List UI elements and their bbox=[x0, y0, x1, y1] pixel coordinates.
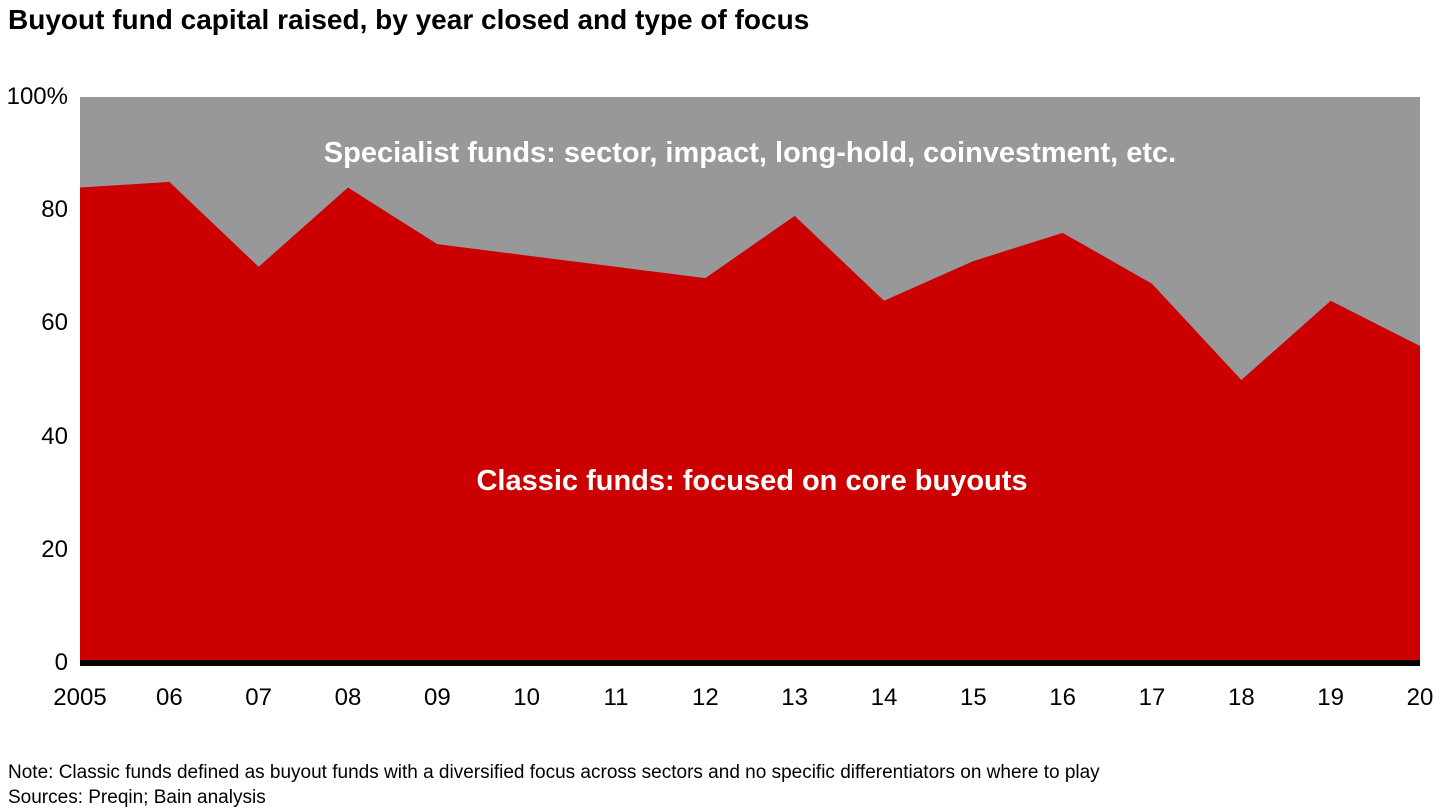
y-tick-label: 20 bbox=[41, 535, 68, 563]
specialist-area-label: Specialist funds: sector, impact, long-h… bbox=[323, 137, 1177, 169]
x-tick-label: 19 bbox=[1317, 684, 1344, 711]
x-tick-label: 15 bbox=[959, 684, 987, 711]
plot-area bbox=[80, 97, 1420, 663]
y-tick-label: 40 bbox=[41, 422, 68, 450]
footnotes: Note: Classic funds defined as buyout fu… bbox=[8, 760, 1100, 810]
y-tick-label: 100% bbox=[6, 83, 68, 110]
x-axis-line bbox=[80, 660, 1420, 666]
sources-text: Sources: Preqin; Bain analysis bbox=[8, 787, 266, 808]
x-tick-label: 14 bbox=[870, 684, 898, 711]
x-tick-label: 17 bbox=[1138, 684, 1166, 711]
x-tick-label: 12 bbox=[691, 684, 719, 711]
y-tick-label: 80 bbox=[41, 196, 68, 224]
x-tick-label: 2005 bbox=[53, 684, 107, 711]
x-tick-label: 16 bbox=[1049, 684, 1076, 711]
x-tick-label: 13 bbox=[781, 684, 808, 711]
stacked-area-chart bbox=[80, 97, 1420, 663]
y-tick-label: 0 bbox=[54, 649, 68, 676]
classic-area-label: Classic funds: focused on core buyouts bbox=[476, 465, 1028, 497]
x-tick-label: 11 bbox=[603, 684, 629, 711]
classic-area bbox=[80, 181, 1420, 663]
x-tick-label: 07 bbox=[245, 684, 272, 711]
chart-title: Buyout fund capital raised, by year clos… bbox=[8, 4, 810, 35]
x-tick-label: 18 bbox=[1227, 684, 1255, 711]
x-tick-label: 09 bbox=[423, 684, 451, 711]
note-text: Note: Classic funds defined as buyout fu… bbox=[8, 762, 1100, 783]
y-tick-label: 60 bbox=[41, 309, 68, 337]
x-tick-label: 10 bbox=[513, 684, 540, 711]
x-tick-label: 08 bbox=[334, 684, 362, 711]
x-tick-label: 20 bbox=[1406, 684, 1434, 711]
x-tick-label: 06 bbox=[155, 684, 183, 711]
